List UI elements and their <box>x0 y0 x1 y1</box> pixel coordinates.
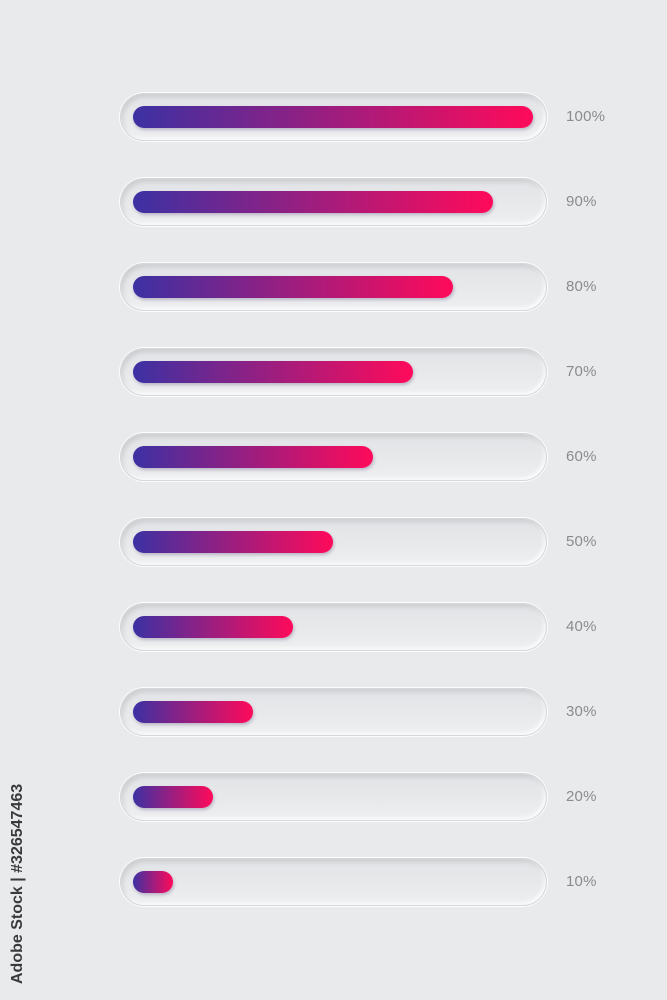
progress-bar-30: 30% <box>120 688 640 736</box>
progress-fill <box>133 701 253 723</box>
progress-fill <box>133 531 333 553</box>
progress-label: 30% <box>566 703 597 720</box>
progress-label: 80% <box>566 278 597 295</box>
progress-bar-60: 60% <box>120 433 640 481</box>
progress-track <box>120 518 547 566</box>
progress-bar-20: 20% <box>120 773 640 821</box>
progress-label: 70% <box>566 363 597 380</box>
progress-label: 40% <box>566 618 597 635</box>
progress-bar-90: 90% <box>120 178 640 226</box>
progress-bar-10: 10% <box>120 858 640 906</box>
progress-fill <box>133 871 173 893</box>
progress-bar-40: 40% <box>120 603 640 651</box>
progress-label: 100% <box>566 108 606 125</box>
progress-label: 10% <box>566 873 597 890</box>
progress-label: 50% <box>566 533 597 550</box>
progress-label: 60% <box>566 448 597 465</box>
progress-fill <box>133 361 413 383</box>
progress-fill <box>133 276 453 298</box>
progress-fill <box>133 191 493 213</box>
progress-bar-80: 80% <box>120 263 640 311</box>
progress-bar-100: 100% <box>120 93 640 141</box>
progress-label: 20% <box>566 788 597 805</box>
progress-track <box>120 858 547 906</box>
progress-bar-70: 70% <box>120 348 640 396</box>
progress-fill <box>133 786 213 808</box>
progress-track <box>120 773 547 821</box>
progress-bar-50: 50% <box>120 518 640 566</box>
stock-id-text: Adobe Stock | #326547463 <box>9 783 26 984</box>
progress-fill <box>133 446 373 468</box>
progress-label: 90% <box>566 193 597 210</box>
progress-fill <box>133 106 533 128</box>
progress-fill <box>133 616 293 638</box>
